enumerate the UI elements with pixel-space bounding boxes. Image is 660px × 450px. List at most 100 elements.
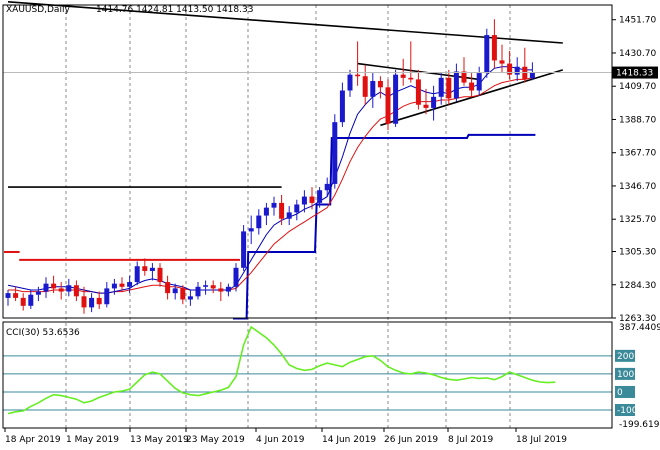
candle <box>210 280 216 294</box>
candle <box>309 187 315 210</box>
candle-body <box>324 183 330 191</box>
candle-body <box>385 87 391 124</box>
date-tick-label: 18 Jul 2019 <box>516 435 567 445</box>
candle <box>286 206 292 226</box>
ohlc-readout: 1414.76 1424.81 1413.50 1418.33 <box>96 5 253 15</box>
current-price-box <box>612 66 658 79</box>
candle <box>370 73 376 108</box>
candle-body <box>5 293 11 298</box>
candle <box>28 289 34 309</box>
price-tick-label: 1346.70 <box>619 182 656 192</box>
candle-body <box>195 286 201 297</box>
date-tick-label: 18 Apr 2019 <box>5 435 61 445</box>
candle <box>195 282 201 300</box>
cci-tick-label: -199.6192 <box>619 420 660 430</box>
candle <box>96 291 102 309</box>
candle-body <box>301 196 307 205</box>
price-tick-label: 1430.70 <box>619 49 656 59</box>
candle <box>5 289 11 306</box>
candle-body <box>370 80 376 97</box>
candle-body <box>377 80 383 88</box>
candle-body <box>507 63 513 75</box>
candle-body <box>127 282 133 287</box>
candle-body <box>35 291 41 295</box>
candle-body <box>446 77 452 99</box>
ma-fast-line <box>7 66 533 294</box>
candle-body <box>279 202 285 219</box>
candle-body <box>28 294 34 306</box>
axes: 1451.70 1430.70 1409.70 1388.70 1367.70 1346.… <box>2 4 660 445</box>
candle <box>172 283 178 300</box>
candle-body <box>263 207 269 216</box>
candle <box>225 283 231 297</box>
candle <box>362 65 368 105</box>
cci-label: CCI(30) 53.6536 <box>6 328 80 338</box>
candle-body <box>431 96 437 108</box>
price-tick-label: 1305.30 <box>619 248 656 258</box>
candle <box>157 263 163 287</box>
candle <box>522 47 528 83</box>
candle <box>317 187 323 208</box>
cci-level-box <box>615 349 635 362</box>
candle <box>187 289 193 306</box>
candle-body <box>491 35 497 61</box>
candle <box>385 79 391 131</box>
price-tick-label: 1451.70 <box>619 16 656 26</box>
candle-body <box>119 283 125 287</box>
candle-body <box>51 283 57 289</box>
candle-body <box>43 283 49 292</box>
candle <box>218 282 224 302</box>
candle <box>491 19 497 69</box>
cci-level-box <box>615 367 635 380</box>
date-tick-label: 8 Jul 2019 <box>448 435 493 445</box>
candle <box>35 286 41 302</box>
cci-level-box <box>615 385 635 398</box>
candle-body <box>157 267 163 283</box>
candle <box>324 177 330 197</box>
candle <box>461 57 467 86</box>
candle-body <box>499 60 505 64</box>
candle-body <box>362 76 368 97</box>
candle-body <box>233 267 239 287</box>
candle-body <box>180 288 186 300</box>
cci-frame <box>2 321 613 429</box>
candle <box>469 73 475 97</box>
candle-body <box>271 202 277 208</box>
candle <box>446 69 452 105</box>
price-tick-label: 1409.70 <box>619 82 656 92</box>
candle <box>279 194 285 226</box>
candle-body <box>187 296 193 300</box>
candle-body <box>218 288 224 292</box>
price-tick-label: 1284.30 <box>619 281 656 291</box>
candle-body <box>332 122 338 184</box>
date-tick-label: 1 May 2019 <box>66 435 119 445</box>
candle-body <box>241 231 247 268</box>
date-tick-label: 4 Jun 2019 <box>256 435 305 445</box>
candle-body <box>400 74 406 78</box>
symbol-label: XAUUSD,Daily <box>6 5 70 15</box>
candle <box>484 28 490 78</box>
candle <box>180 285 186 305</box>
cci-tick-label: 0 <box>617 388 623 398</box>
candle-body <box>104 288 110 305</box>
candle <box>377 76 383 99</box>
candle <box>438 73 444 105</box>
candle <box>271 196 277 216</box>
cci-panel <box>3 325 612 415</box>
candle <box>301 190 307 213</box>
candle-body <box>461 71 467 83</box>
support-level <box>233 133 536 320</box>
date-tick-label: 23 May 2019 <box>186 435 245 445</box>
cci-tick-label: 387.4409 <box>619 323 660 333</box>
date-tick-label: 26 Jun 2019 <box>384 435 438 445</box>
candle <box>529 62 535 81</box>
candle-body <box>355 74 361 77</box>
price-tick-label: 1367.70 <box>619 149 656 159</box>
price-panel <box>3 1 612 320</box>
candle-body <box>469 82 475 91</box>
cci-tick-label: 100 <box>617 370 634 380</box>
candle-body <box>81 296 87 308</box>
candle-body <box>89 297 95 308</box>
date-tick-label: 13 May 2019 <box>130 435 189 445</box>
candle <box>294 199 300 221</box>
